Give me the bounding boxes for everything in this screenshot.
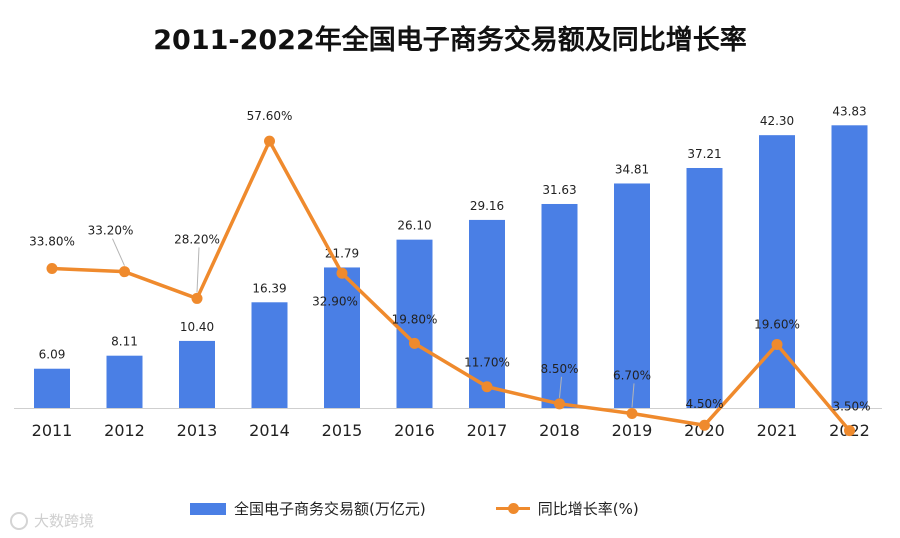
line-label-leader	[631, 383, 635, 408]
x-tick-label: 2017	[467, 421, 508, 440]
line-value-label: 4.50%	[685, 397, 723, 411]
watermark-logo-icon	[10, 511, 28, 530]
line-value-label: 6.70%	[613, 368, 651, 382]
line-value-label: 19.80%	[392, 312, 438, 326]
line-value-label: 19.60%	[754, 317, 800, 331]
legend-line-label: 同比增长率(%)	[537, 500, 639, 518]
line-point[interactable]	[409, 337, 420, 349]
line-value-label: 8.50%	[540, 362, 578, 376]
bar[interactable]	[686, 167, 723, 408]
bar[interactable]	[34, 368, 70, 408]
legend-bar-label: 全国电子商务交易额(万亿元)	[234, 500, 426, 518]
legend-bar-swatch	[190, 502, 226, 515]
bar-value-label: 26.10	[397, 219, 431, 233]
legend: 全国电子商务交易额(万亿元) 同比增长率(%)	[190, 498, 709, 519]
line-value-label: 28.20%	[174, 232, 220, 246]
x-tick-label: 2015	[322, 421, 363, 440]
line-point[interactable]	[554, 398, 565, 410]
bar-value-label: 6.09	[39, 348, 66, 362]
bar[interactable]	[251, 302, 288, 408]
bar[interactable]	[106, 355, 143, 408]
line-value-label: 57.60%	[247, 109, 293, 123]
bar-value-label: 34.81	[615, 162, 649, 176]
bar-value-label: 42.30	[760, 114, 794, 128]
watermark: 大数跨境	[10, 510, 94, 531]
line-label-leader	[196, 247, 200, 293]
x-tick-label: 2014	[249, 421, 290, 440]
x-tick-label: 2012	[104, 421, 145, 440]
bar-value-label: 8.11	[111, 335, 138, 349]
line-point[interactable]	[626, 407, 638, 419]
line-point[interactable]	[699, 419, 710, 431]
x-tick-label: 2016	[394, 421, 435, 440]
line-point[interactable]	[191, 292, 203, 304]
bar[interactable]	[179, 340, 215, 408]
x-tick-label: 2011	[32, 421, 73, 440]
line-value-label: 33.20%	[88, 224, 134, 238]
watermark-text: 大数跨境	[34, 512, 95, 530]
legend-item-line[interactable]: 同比增长率(%)	[495, 498, 639, 519]
line-point[interactable]	[264, 135, 275, 147]
bar-value-label: 29.16	[470, 199, 504, 213]
line-value-label: 3.50%	[832, 400, 870, 414]
growth-rate-line	[51, 139, 851, 432]
x-tick-label: 2013	[177, 421, 218, 440]
legend-item-bar[interactable]: 全国电子商务交易额(万亿元)	[190, 498, 426, 519]
line-point[interactable]	[119, 266, 130, 278]
bar[interactable]	[831, 125, 868, 408]
x-tick-label: 2021	[757, 421, 798, 440]
line-point[interactable]	[46, 262, 58, 274]
bar[interactable]	[396, 239, 433, 408]
bar[interactable]	[469, 219, 505, 408]
line-point[interactable]	[771, 338, 783, 350]
line-point[interactable]	[844, 425, 855, 437]
chart-title: 2011-2022年全国电子商务交易额及同比增长率	[153, 25, 747, 56]
x-tick-label: 2019	[612, 421, 653, 440]
bar-value-label: 10.40	[180, 320, 214, 334]
line-point[interactable]	[336, 267, 348, 279]
bar-value-label: 31.63	[542, 183, 576, 197]
line-value-label: 11.70%	[464, 356, 510, 370]
legend-line-swatch	[495, 502, 530, 515]
bar-value-label: 43.83	[832, 104, 866, 118]
bar[interactable]	[541, 203, 578, 408]
line-value-label: 32.90%	[312, 294, 358, 308]
bar[interactable]	[324, 267, 360, 408]
bar-value-label: 37.21	[687, 147, 721, 161]
line-value-label: 33.80%	[29, 234, 75, 248]
line-point[interactable]	[481, 381, 493, 393]
bar[interactable]	[614, 183, 650, 408]
line-label-leader	[559, 376, 562, 398]
bar-value-label: 16.39	[252, 281, 286, 295]
bar[interactable]	[759, 135, 795, 409]
line-label-leader	[112, 238, 125, 266]
x-tick-label: 2018	[539, 421, 580, 440]
